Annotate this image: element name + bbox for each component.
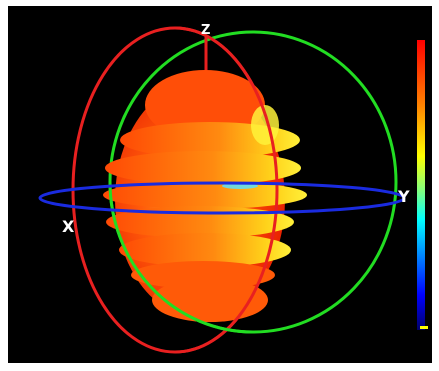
colorbar [417, 40, 428, 330]
xz-ring-front [174, 26, 279, 354]
colorbar-gradient [417, 40, 425, 330]
rings-front [38, 26, 406, 354]
plot-frame [4, 2, 436, 367]
lobe-6 [131, 261, 275, 289]
lobe-2 [105, 151, 301, 185]
lobe-5 [119, 233, 291, 267]
yz-ring-front [108, 181, 254, 334]
z-axis-label: Z [201, 23, 210, 38]
x-axis-label: X [62, 217, 75, 236]
colorbar-min-tick [420, 326, 428, 329]
xy-ring [38, 181, 406, 215]
y-axis-label: Y [397, 187, 410, 206]
top-cap [145, 70, 265, 140]
lobe-3 [103, 181, 307, 209]
